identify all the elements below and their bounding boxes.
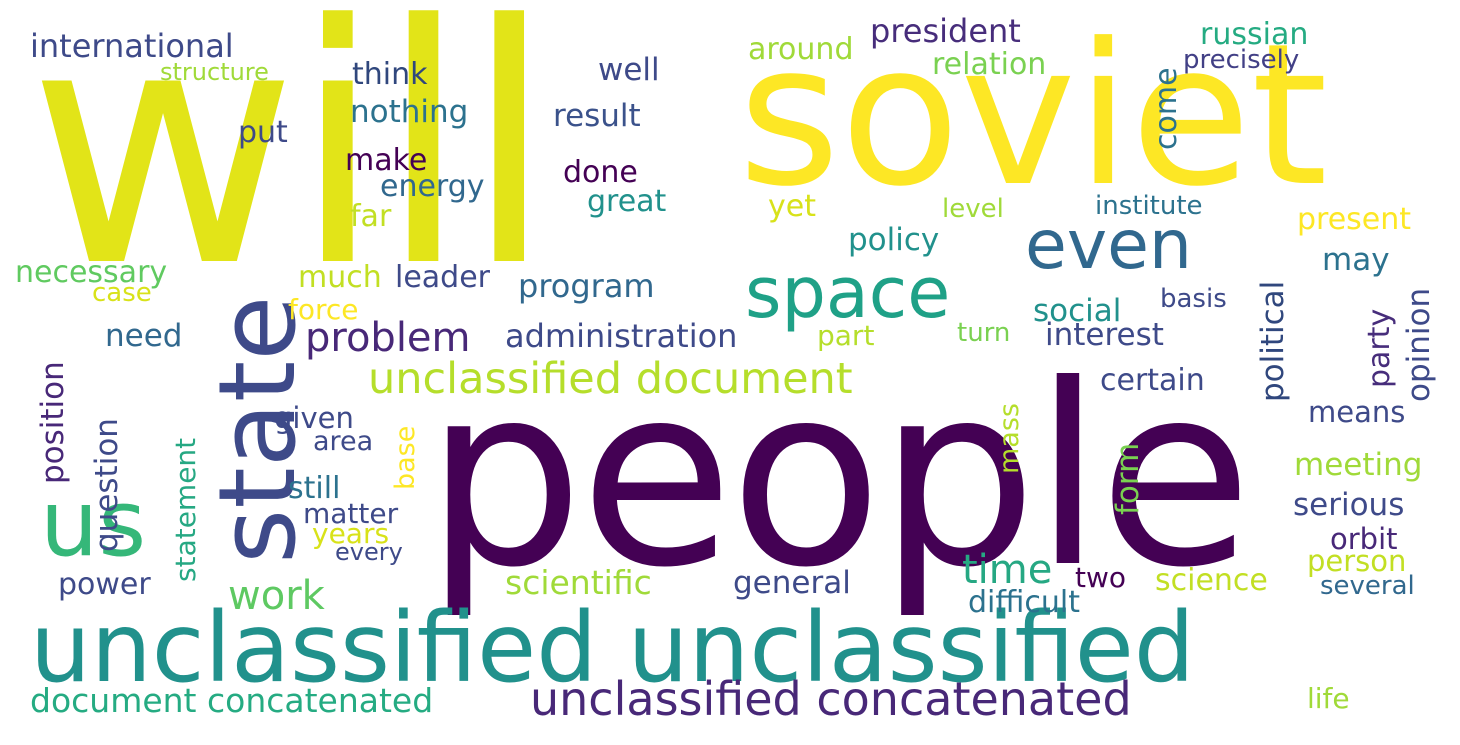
word-well: well xyxy=(598,52,660,88)
word-program: program xyxy=(518,267,655,305)
word-relation: relation xyxy=(932,47,1047,82)
word-basis: basis xyxy=(1160,284,1227,314)
word-serious: serious xyxy=(1293,487,1405,523)
word-institute: institute xyxy=(1095,191,1203,221)
word-form: form xyxy=(1110,442,1146,515)
word-problem: problem xyxy=(305,315,471,361)
word-case: case xyxy=(92,278,152,308)
word-around: around xyxy=(748,32,854,67)
word-general: general xyxy=(733,565,851,601)
word-time: time xyxy=(962,547,1053,593)
word-leader: leader xyxy=(395,260,491,295)
word-base: base xyxy=(390,425,421,490)
word-result: result xyxy=(553,98,641,134)
word-level: level xyxy=(942,194,1004,224)
word-every: every xyxy=(335,538,403,566)
word-need: need xyxy=(105,318,183,354)
word-two: two xyxy=(1075,561,1127,594)
word-put: put xyxy=(238,115,288,150)
word-far: far xyxy=(350,199,392,234)
word-present: present xyxy=(1297,202,1412,237)
word-part: part xyxy=(817,319,875,352)
word-may: may xyxy=(1322,242,1390,278)
word-administration: administration xyxy=(505,317,738,355)
word-think: think xyxy=(352,57,428,92)
word-statement: statement xyxy=(169,437,202,582)
word-unclassified-unclassified: unclassified unclassified xyxy=(30,592,1195,704)
word-structure: structure xyxy=(160,58,269,86)
word-unclassified-concatenated: unclassified concatenated xyxy=(530,672,1132,726)
word-people: people xyxy=(425,331,1252,622)
word-opinion: opinion xyxy=(1401,287,1437,402)
word-russian: russian xyxy=(1200,17,1309,52)
word-difficult: difficult xyxy=(968,585,1080,620)
word-will: will xyxy=(28,0,555,339)
word-nothing: nothing xyxy=(350,94,469,130)
word-energy: energy xyxy=(380,169,485,204)
word-power: power xyxy=(58,567,151,602)
word-done: done xyxy=(563,155,638,190)
word-us: us xyxy=(40,470,147,577)
word-given: given xyxy=(274,401,354,435)
word-meeting: meeting xyxy=(1294,447,1423,483)
word-great: great xyxy=(587,184,667,219)
word-area: area xyxy=(313,426,374,457)
word-turn: turn xyxy=(957,318,1011,348)
word-necessary: necessary xyxy=(15,255,168,290)
word-precisely: precisely xyxy=(1183,45,1300,75)
word-unclassified-document: unclassified document xyxy=(368,354,853,404)
word-matter: matter xyxy=(303,497,399,530)
word-make: make xyxy=(345,143,428,178)
word-come: come xyxy=(1149,67,1184,150)
word-position: position xyxy=(35,361,71,484)
word-party: party xyxy=(1362,308,1397,388)
word-policy: policy xyxy=(848,222,940,258)
word-means: means xyxy=(1308,395,1406,429)
word-yet: yet xyxy=(768,189,816,224)
word-still: still xyxy=(288,471,341,506)
word-document-concatenated: document concatenated xyxy=(30,681,434,720)
word-certain: certain xyxy=(1100,363,1205,398)
word-life: life xyxy=(1307,682,1350,715)
word-interest: interest xyxy=(1045,317,1164,353)
word-person: person xyxy=(1307,544,1407,578)
word-mass: mass xyxy=(994,403,1025,474)
word-force: force xyxy=(288,293,359,326)
word-president: president xyxy=(870,12,1021,50)
word-political: political xyxy=(1255,280,1291,402)
word-soviet: soviet xyxy=(738,2,1328,230)
word-even: even xyxy=(1025,206,1193,285)
word-science: science xyxy=(1155,563,1268,598)
word-years: years xyxy=(312,517,390,550)
word-orbit: orbit xyxy=(1330,522,1398,556)
word-much: much xyxy=(298,260,382,295)
word-question: question xyxy=(89,418,125,552)
word-several: several xyxy=(1320,571,1415,601)
word-space: space xyxy=(745,252,951,334)
word-scientific: scientific xyxy=(505,563,652,602)
word-international: international xyxy=(30,27,234,65)
word-social: social xyxy=(1033,293,1122,329)
word-work: work xyxy=(228,573,325,619)
